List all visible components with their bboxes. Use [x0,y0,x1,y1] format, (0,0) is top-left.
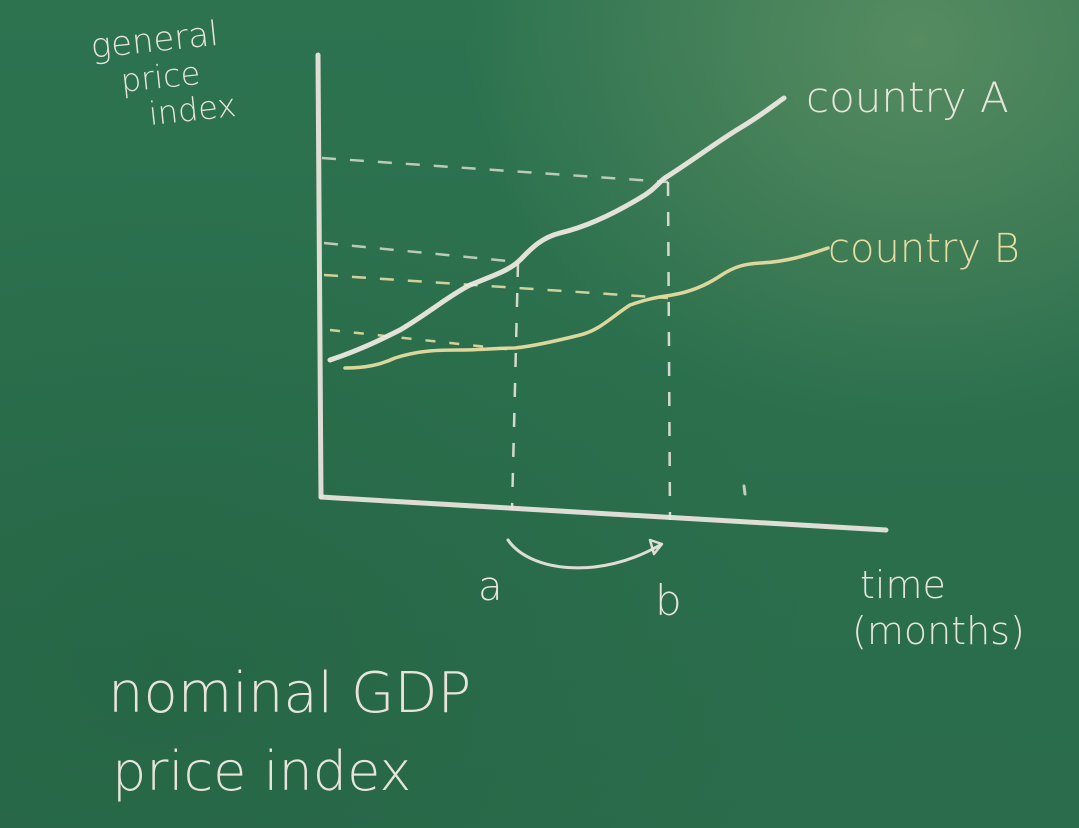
x-axis [318,494,889,533]
a-to-b-arrow [506,538,662,570]
dashed-vertical-b [666,181,672,521]
country-b-curve [343,246,830,370]
footer-line-2: price index [112,740,411,803]
country-b-label: country B [828,226,1020,272]
dashed-guide-top [321,156,669,184]
dashed-guide-yellow-a [329,328,516,352]
dashed-guide-mid [323,241,519,264]
x-axis-label-line-1: time [860,563,946,607]
x-axis-tick [742,484,747,496]
marker-a-label: a [478,564,503,610]
x-axis-label-line-2: (months) [852,609,1025,653]
country-a-label: country A [806,73,1009,122]
footer-line-1: nominal GDP [108,661,471,726]
dashed-vertical-a [510,262,520,511]
y-axis-label-line-3: index [147,86,238,133]
y-axis-label-line-2: price [119,54,202,100]
arrow-head-icon [648,538,664,556]
dashed-guide-yellow-b [323,273,669,300]
country-a-curve [327,95,787,363]
y-axis [315,52,324,500]
marker-b-label: b [655,576,682,625]
